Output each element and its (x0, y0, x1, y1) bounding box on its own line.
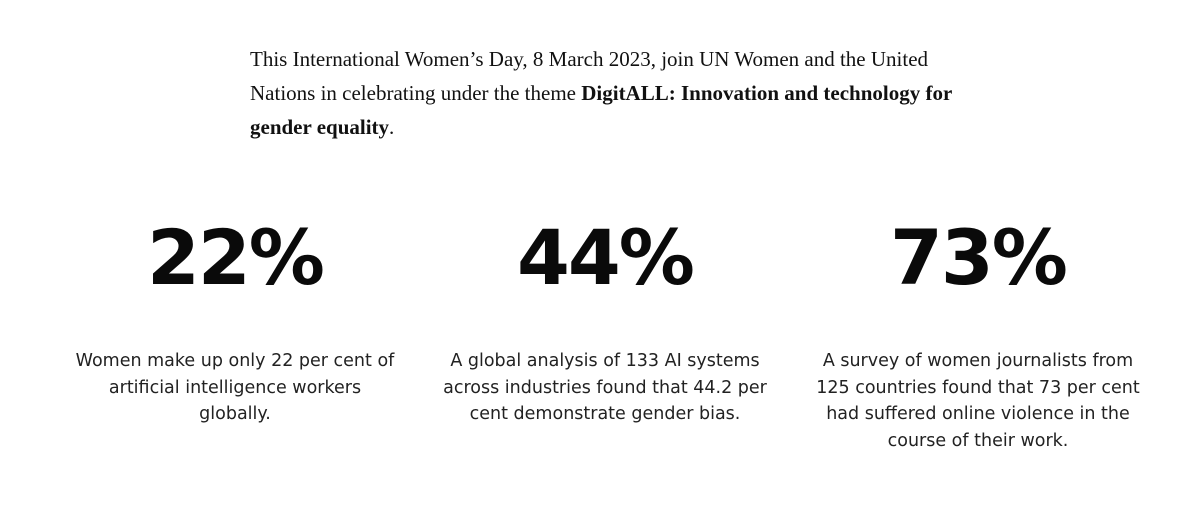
stat-description: A global analysis of 133 AI systems acro… (443, 351, 767, 424)
stat-description: Women make up only 22 per cent of artifi… (75, 351, 395, 424)
intro-theme: DigitALL: Innovation and technology for … (250, 81, 952, 139)
stat-value: 73% (890, 213, 1068, 302)
stat-value: 44% (517, 213, 695, 302)
stat-description: A survey of women journalists from 125 c… (816, 351, 1140, 451)
intro-paragraph: This International Women’s Day, 8 March … (250, 42, 980, 144)
intro-text: This International Women’s Day, 8 March … (250, 47, 929, 105)
intro-period: . (389, 115, 395, 139)
stat-ai-bias: 44% A global analysis of 133 AI systems … (435, 210, 775, 428)
stat-online-violence: 73% A survey of women journalists from 1… (808, 210, 1148, 454)
stat-ai-workers: 22% Women make up only 22 per cent of ar… (65, 210, 405, 428)
stat-value: 22% (147, 213, 325, 302)
